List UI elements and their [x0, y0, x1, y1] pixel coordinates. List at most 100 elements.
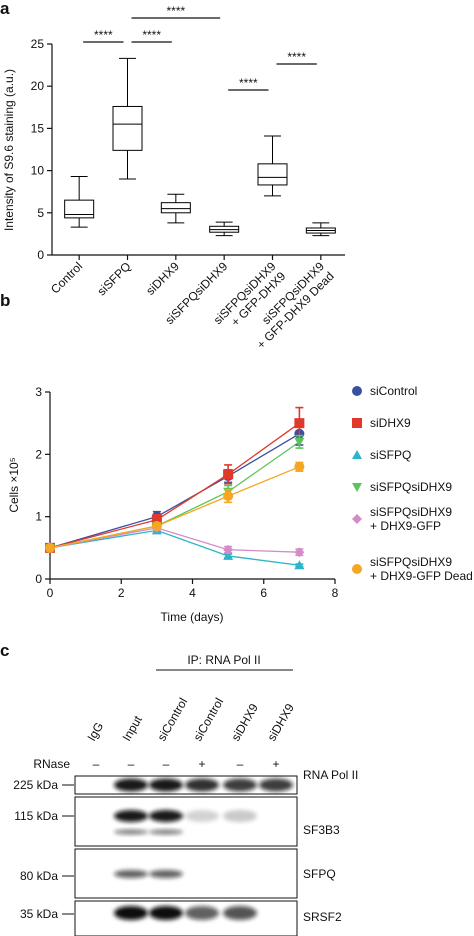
x-tick-label: 2 — [118, 586, 125, 600]
significance-label: **** — [142, 28, 161, 42]
lane-label: siDHX9 — [228, 701, 261, 744]
x-tick-label: 8 — [332, 586, 339, 600]
series-line — [49, 529, 300, 566]
series-line — [49, 466, 300, 549]
protein-label: RNA Pol II — [303, 768, 358, 782]
legend-label: siControl — [370, 384, 417, 398]
blot-panel — [74, 900, 298, 936]
panel-label: a — [0, 0, 10, 18]
treatment-sign: – — [93, 757, 100, 771]
significance-label: **** — [166, 4, 185, 18]
data-point — [223, 491, 234, 502]
y-tick-label: 5 — [37, 206, 44, 220]
panel-label: b — [0, 291, 10, 310]
box — [112, 105, 143, 151]
lane-label: IgG — [84, 720, 106, 744]
y-tick-label: 2 — [35, 447, 42, 461]
significance-label: **** — [239, 76, 258, 90]
x-tick-label: siSFPQ — [94, 259, 133, 298]
y-tick-label: 3 — [35, 385, 42, 399]
size-marker-label: 80 kDa — [20, 869, 58, 883]
data-point — [223, 469, 234, 480]
protein-label: SFPQ — [303, 867, 336, 881]
x-tick-label: siDHX9 — [143, 259, 182, 298]
y-tick-label: 25 — [31, 37, 45, 51]
protein-label: SF3B3 — [303, 823, 340, 837]
panel-label: c — [0, 641, 9, 660]
x-tick-label: Control — [48, 259, 85, 296]
blot-band — [259, 778, 293, 792]
x-tick-label: 6 — [260, 586, 267, 600]
series-line — [49, 527, 300, 553]
treatment-sign: – — [128, 757, 135, 771]
blot-band — [114, 810, 148, 822]
legend-marker — [352, 514, 362, 524]
y-axis-label: Cells ×10⁵ — [7, 457, 21, 512]
blot-band — [149, 810, 183, 822]
y-tick-label: 10 — [31, 164, 45, 178]
series-line — [49, 422, 300, 549]
y-axis-label: Intensity of S9.6 staining (a.u.) — [2, 69, 16, 231]
blot-band — [114, 778, 148, 792]
series-line — [49, 441, 300, 549]
y-tick-label: 15 — [31, 121, 45, 135]
data-point — [45, 542, 55, 553]
legend-label: siSFPQsiDHX9 + DHX9-GFP Dead — [370, 555, 473, 583]
legend-marker — [352, 564, 362, 574]
treatment-sign: – — [163, 757, 170, 771]
legend-marker — [352, 450, 362, 459]
lane-label: siDHX9 — [264, 701, 297, 744]
blot-band — [223, 778, 257, 792]
blot-band — [149, 829, 183, 835]
blot-band — [223, 810, 257, 822]
data-point — [151, 521, 162, 532]
treatment-sign: – — [237, 757, 244, 771]
blot-band — [114, 829, 148, 835]
blot-band — [185, 906, 219, 920]
blot-band — [114, 870, 148, 878]
series-line — [49, 433, 300, 549]
legend-label: siSFPQsiDHX9 + DHX9-GFP — [370, 505, 452, 533]
legend-marker — [352, 418, 362, 428]
treatment-sign: + — [272, 757, 279, 771]
lane-label: siControl — [154, 695, 190, 743]
blot-band — [223, 906, 257, 920]
treatment-label: RNase — [33, 757, 70, 771]
lane-label: siControl — [190, 695, 226, 743]
ip-label: IP: RNA Pol II — [187, 653, 260, 667]
legend-marker — [352, 386, 362, 396]
data-point — [223, 550, 234, 560]
data-point — [294, 418, 305, 429]
box — [160, 202, 191, 214]
x-tick-label: 4 — [189, 586, 196, 600]
size-marker-label: 115 kDa — [14, 809, 58, 823]
x-tick-label: 0 — [47, 586, 54, 600]
blot-panel — [74, 848, 298, 899]
legend-label: siDHX9 — [370, 416, 411, 430]
data-point — [294, 437, 305, 447]
legend-marker — [352, 483, 362, 492]
protein-label: SRSF2 — [303, 910, 342, 924]
x-axis-label: Time (days) — [161, 610, 224, 624]
legend-label: siSFPQsiDHX9 — [370, 480, 452, 494]
data-point — [294, 560, 305, 570]
blot-band — [114, 906, 148, 920]
y-tick-label: 1 — [35, 510, 42, 524]
blot-panel — [74, 796, 298, 847]
legend-label: siSFPQ — [370, 448, 411, 462]
treatment-sign: + — [198, 757, 205, 771]
data-point — [294, 461, 305, 472]
y-tick-label: 0 — [37, 248, 44, 262]
blot-band — [149, 870, 183, 878]
box — [257, 163, 288, 186]
size-marker-label: 225 kDa — [13, 778, 58, 792]
lane-label: Input — [119, 713, 145, 744]
significance-label: **** — [287, 50, 306, 64]
significance-label: **** — [94, 28, 113, 42]
blot-band — [185, 810, 219, 822]
data-point — [294, 547, 305, 558]
size-marker-label: 35 kDa — [20, 907, 58, 921]
y-tick-label: 20 — [31, 79, 45, 93]
data-point — [223, 544, 234, 555]
